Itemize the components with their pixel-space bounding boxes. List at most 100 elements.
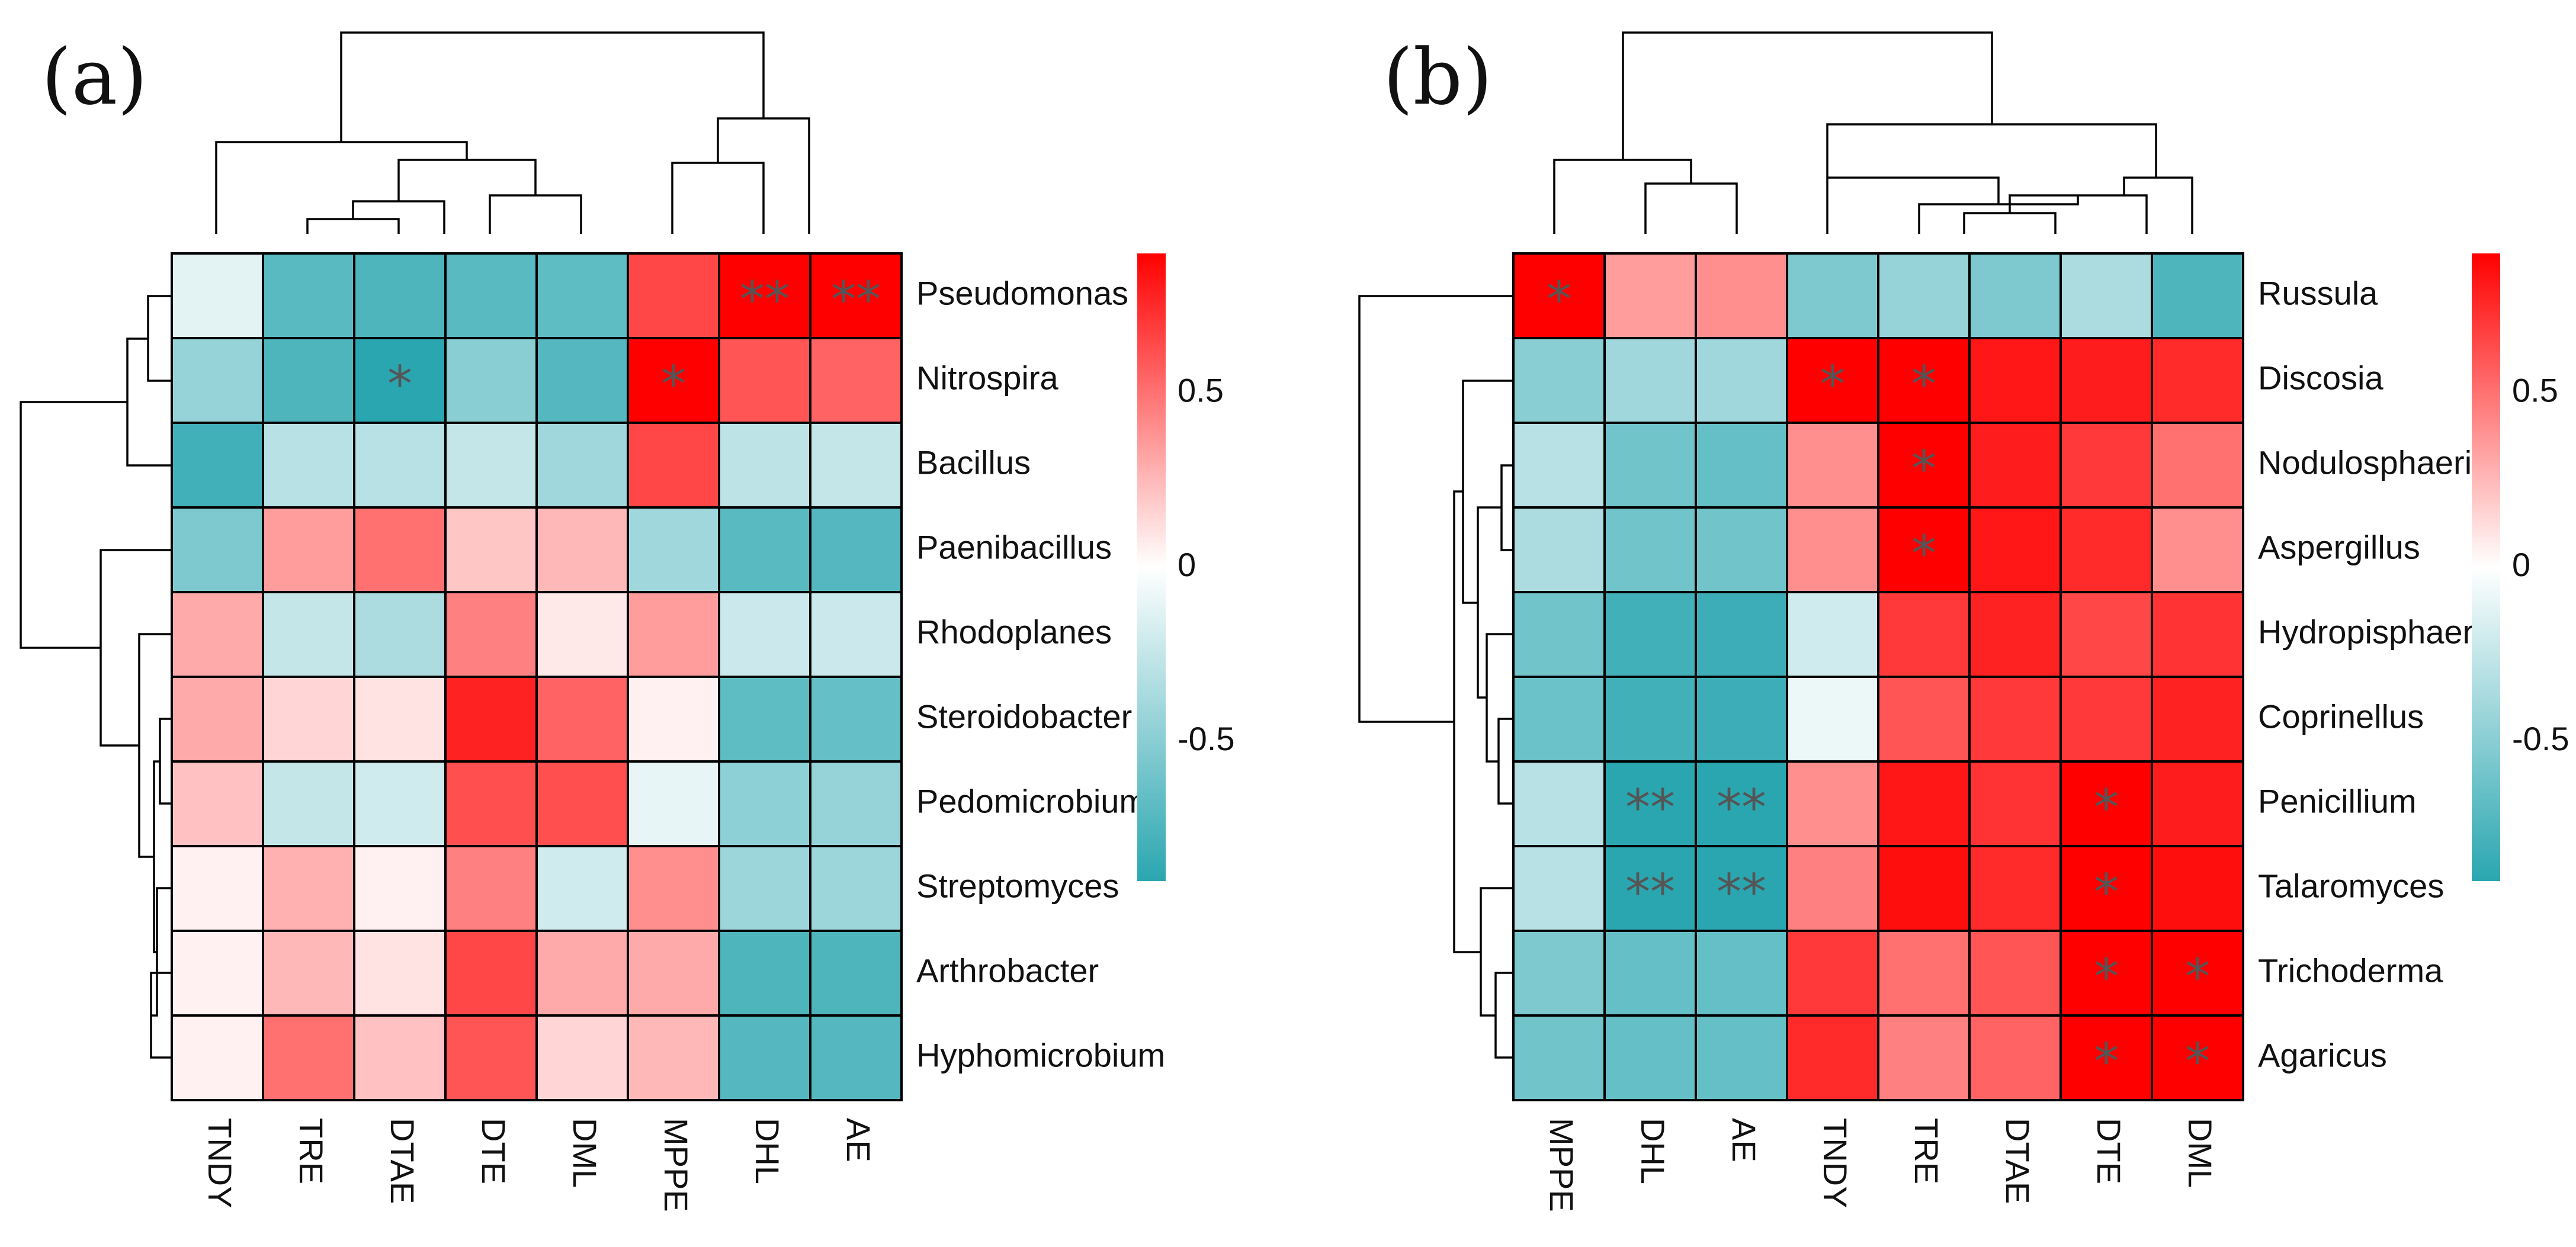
- heatmap-cell: [444, 1014, 538, 1101]
- row-label: Agaricus: [2258, 1036, 2387, 1074]
- heatmap-cell: [1603, 506, 1697, 593]
- heatmap-cell: [1512, 1014, 1606, 1101]
- heatmap-cell: [1786, 422, 1879, 509]
- heatmap-cell: [718, 930, 811, 1017]
- heatmap-cell: [444, 676, 538, 763]
- heatmap-cell: [1877, 422, 1971, 509]
- legend-tick-label: -0.5: [2512, 720, 2569, 757]
- heatmap-cell: [718, 760, 811, 847]
- row-label: Bacillus: [916, 443, 1031, 481]
- significance-marker: *: [1547, 270, 1571, 328]
- heatmap-cell: [1695, 337, 1788, 424]
- heatmap-cell: [444, 845, 538, 932]
- heatmap-cell: [1968, 506, 2062, 593]
- heatmap-cell: [535, 337, 629, 424]
- panel-a-colorbar: [1137, 253, 1166, 881]
- heatmap-cell: [1695, 506, 1788, 593]
- heatmap-cell: [1786, 506, 1879, 593]
- panel-b-heatmap: ** ***** ** *** ** ** ** *: [1512, 252, 2244, 1101]
- heatmap-cell: [809, 337, 903, 424]
- heatmap-cell: [1877, 1014, 1971, 1101]
- heatmap-cell: [1695, 676, 1788, 763]
- significance-marker: **: [1625, 778, 1675, 836]
- column-label: TNDY: [201, 1118, 239, 1208]
- heatmap-cell: [171, 760, 264, 847]
- heatmap-cell: [1786, 676, 1879, 763]
- heatmap-cell: [2151, 930, 2244, 1017]
- heatmap-cell: [1512, 337, 1606, 424]
- heatmap-cell: [718, 591, 811, 678]
- heatmap-cell: [1968, 422, 2062, 509]
- column-label: DTE: [2090, 1118, 2128, 1184]
- heatmap-cell: [627, 506, 720, 593]
- row-label: Hyphomicrobium: [916, 1036, 1165, 1074]
- heatmap-cell: [1786, 1014, 1879, 1101]
- heatmap-cell: [262, 676, 355, 763]
- column-label: TRE: [1908, 1118, 1945, 1184]
- heatmap-cell: [171, 422, 264, 509]
- heatmap-cell: [627, 930, 720, 1017]
- heatmap-cell: [2151, 760, 2244, 847]
- heatmap-cell: [1968, 760, 2062, 847]
- heatmap-cell: [1877, 930, 1971, 1017]
- heatmap-cell: [809, 676, 903, 763]
- heatmap-cell: [1512, 591, 1606, 678]
- panel-b-col-dendrogram: [1553, 31, 2193, 234]
- row-label: Talaromyces: [2258, 867, 2444, 904]
- legend-tick-label: 0.5: [2512, 371, 2558, 409]
- heatmap-cell: [1512, 676, 1606, 763]
- panel-b-legend: 0.5 0 -0.5: [2472, 253, 2569, 881]
- heatmap-cell: [1603, 930, 1697, 1017]
- heatmap-cell: [2151, 676, 2244, 763]
- row-label: Pedomicrobium: [916, 782, 1147, 819]
- heatmap-cell: [2151, 337, 2244, 424]
- heatmap-cell: [535, 591, 629, 678]
- row-label: Pseudomonas: [916, 274, 1128, 311]
- significance-marker: **: [1717, 778, 1766, 836]
- heatmap-cell: [627, 676, 720, 763]
- heatmap-cell: [535, 760, 629, 847]
- heatmap-cell: [1512, 930, 1606, 1017]
- heatmap-cell: [2059, 422, 2153, 509]
- heatmap-cell: [353, 760, 447, 847]
- heatmap-cell: [262, 591, 355, 678]
- significance-marker: *: [2094, 778, 2119, 836]
- heatmap-cell: [627, 422, 720, 509]
- heatmap-cell: [2059, 1014, 2153, 1101]
- heatmap-cell: [1603, 591, 1697, 678]
- heatmap-cell: [353, 252, 447, 339]
- heatmap-cell: [171, 676, 264, 763]
- significance-marker: *: [1911, 524, 1936, 582]
- heatmap-cell: [535, 676, 629, 763]
- heatmap-cell: [2059, 930, 2153, 1017]
- heatmap-cell: [1968, 930, 2062, 1017]
- legend-tick-label: 0: [1178, 546, 1196, 583]
- heatmap-cell: [262, 337, 355, 424]
- panel-a-row-dendrogram: [20, 295, 172, 1059]
- column-label: DHL: [749, 1118, 786, 1184]
- heatmap-cell: [1695, 591, 1788, 678]
- heatmap-cell: [1968, 845, 2062, 932]
- heatmap-cell: [627, 252, 720, 339]
- heatmap-cell: [1786, 591, 1879, 678]
- row-label: Rhodoplanes: [916, 613, 1112, 650]
- heatmap-cell: [1695, 930, 1788, 1017]
- column-label: DTE: [475, 1118, 512, 1184]
- heatmap-cell: [1877, 676, 1971, 763]
- heatmap-cell: [262, 845, 355, 932]
- heatmap-cell: [1968, 252, 2062, 339]
- heatmap-cell: [353, 676, 447, 763]
- heatmap-cell: [2151, 506, 2244, 593]
- row-label: Discosia: [2258, 359, 2383, 396]
- panel-b-label: (b): [1383, 32, 1493, 122]
- heatmap-cell: [353, 422, 447, 509]
- column-label: DTAE: [1999, 1118, 2036, 1204]
- heatmap-cell: [171, 930, 264, 1017]
- row-label: Penicillium: [2258, 782, 2417, 819]
- column-label: DML: [2182, 1118, 2219, 1188]
- heatmap-cell: [718, 252, 811, 339]
- heatmap-cell: [2059, 337, 2153, 424]
- heatmap-cell: [1512, 422, 1606, 509]
- heatmap-cell: [2059, 506, 2153, 593]
- heatmap-cell: [1877, 252, 1971, 339]
